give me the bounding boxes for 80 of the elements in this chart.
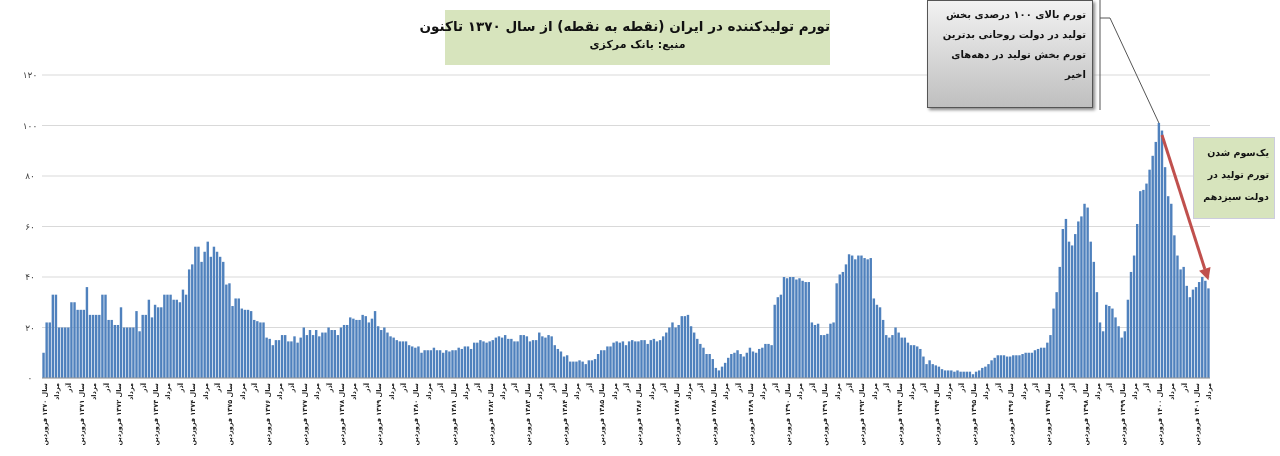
- bar: [386, 332, 389, 378]
- bar: [708, 354, 711, 378]
- chart-title: تورم تولیدکننده در ایران (نقطه به نقطه) از سال ۱۳۷۰ تاکنون: [419, 18, 830, 34]
- bar: [321, 332, 324, 378]
- bar: [575, 361, 578, 378]
- bar: [767, 343, 770, 378]
- bar: [259, 322, 262, 378]
- y-tick-label: ۸۰: [25, 171, 35, 181]
- bar: [1111, 308, 1114, 378]
- y-tick-label: ۰: [27, 373, 33, 383]
- bar: [163, 294, 166, 378]
- bar: [953, 371, 956, 378]
- bar: [860, 255, 863, 378]
- y-tick-label: ۱۰۰: [22, 120, 38, 131]
- chart-subtitle: منبع: بانک مرکزی: [588, 38, 687, 51]
- bar: [733, 352, 736, 378]
- bar: [70, 302, 73, 378]
- bar: [101, 294, 104, 378]
- bar: [550, 336, 553, 378]
- bar: [544, 337, 547, 378]
- bar: [547, 335, 550, 378]
- bar: [1182, 266, 1185, 378]
- bar: [764, 343, 767, 378]
- bar: [541, 336, 544, 378]
- bar: [671, 322, 674, 378]
- bar: [104, 294, 107, 378]
- bar: [110, 319, 113, 378]
- bar: [1083, 203, 1086, 378]
- bar: [169, 294, 172, 378]
- bar: [135, 311, 138, 378]
- bar: [451, 350, 454, 378]
- bar: [194, 246, 197, 378]
- bar: [1086, 207, 1089, 378]
- bar: [355, 319, 358, 378]
- bar: [324, 332, 327, 378]
- bar: [1139, 191, 1142, 378]
- bar: [609, 346, 612, 378]
- bar: [197, 246, 200, 378]
- bar: [987, 364, 990, 378]
- bar: [417, 346, 420, 378]
- y-tick-label: ۱۲۰: [22, 70, 38, 80]
- bar: [513, 341, 516, 378]
- bar: [798, 278, 801, 378]
- bar: [990, 360, 993, 378]
- bar: [448, 351, 451, 378]
- bar: [640, 340, 643, 378]
- bar: [928, 360, 931, 378]
- bar: [699, 343, 702, 378]
- bar: [637, 341, 640, 378]
- bar: [1021, 354, 1024, 378]
- bar: [358, 319, 361, 378]
- bar: [829, 323, 832, 378]
- bar: [801, 280, 804, 378]
- bar: [897, 332, 900, 378]
- bar: [389, 336, 392, 378]
- bar: [293, 336, 296, 378]
- bar: [959, 371, 962, 378]
- bar: [795, 279, 798, 378]
- bar: [857, 255, 860, 378]
- bar: [327, 327, 330, 378]
- bar: [485, 342, 488, 378]
- y-tick-label: ۴۰: [25, 272, 35, 282]
- bar: [702, 347, 705, 378]
- bar: [606, 346, 609, 378]
- bar: [612, 342, 615, 378]
- bar: [482, 341, 485, 378]
- bar: [894, 327, 897, 378]
- bar: [956, 370, 959, 378]
- y-tick-label: ۶۰: [25, 221, 35, 232]
- bar: [166, 294, 169, 378]
- bar: [1018, 355, 1021, 378]
- bar: [643, 340, 646, 378]
- bar: [228, 283, 231, 378]
- bar: [736, 350, 739, 378]
- bar: [578, 360, 581, 378]
- bar: [454, 350, 457, 378]
- bar: [73, 302, 76, 378]
- bar: [863, 258, 866, 378]
- y-tick-label: ۲۰: [25, 322, 35, 333]
- bar: [262, 322, 265, 378]
